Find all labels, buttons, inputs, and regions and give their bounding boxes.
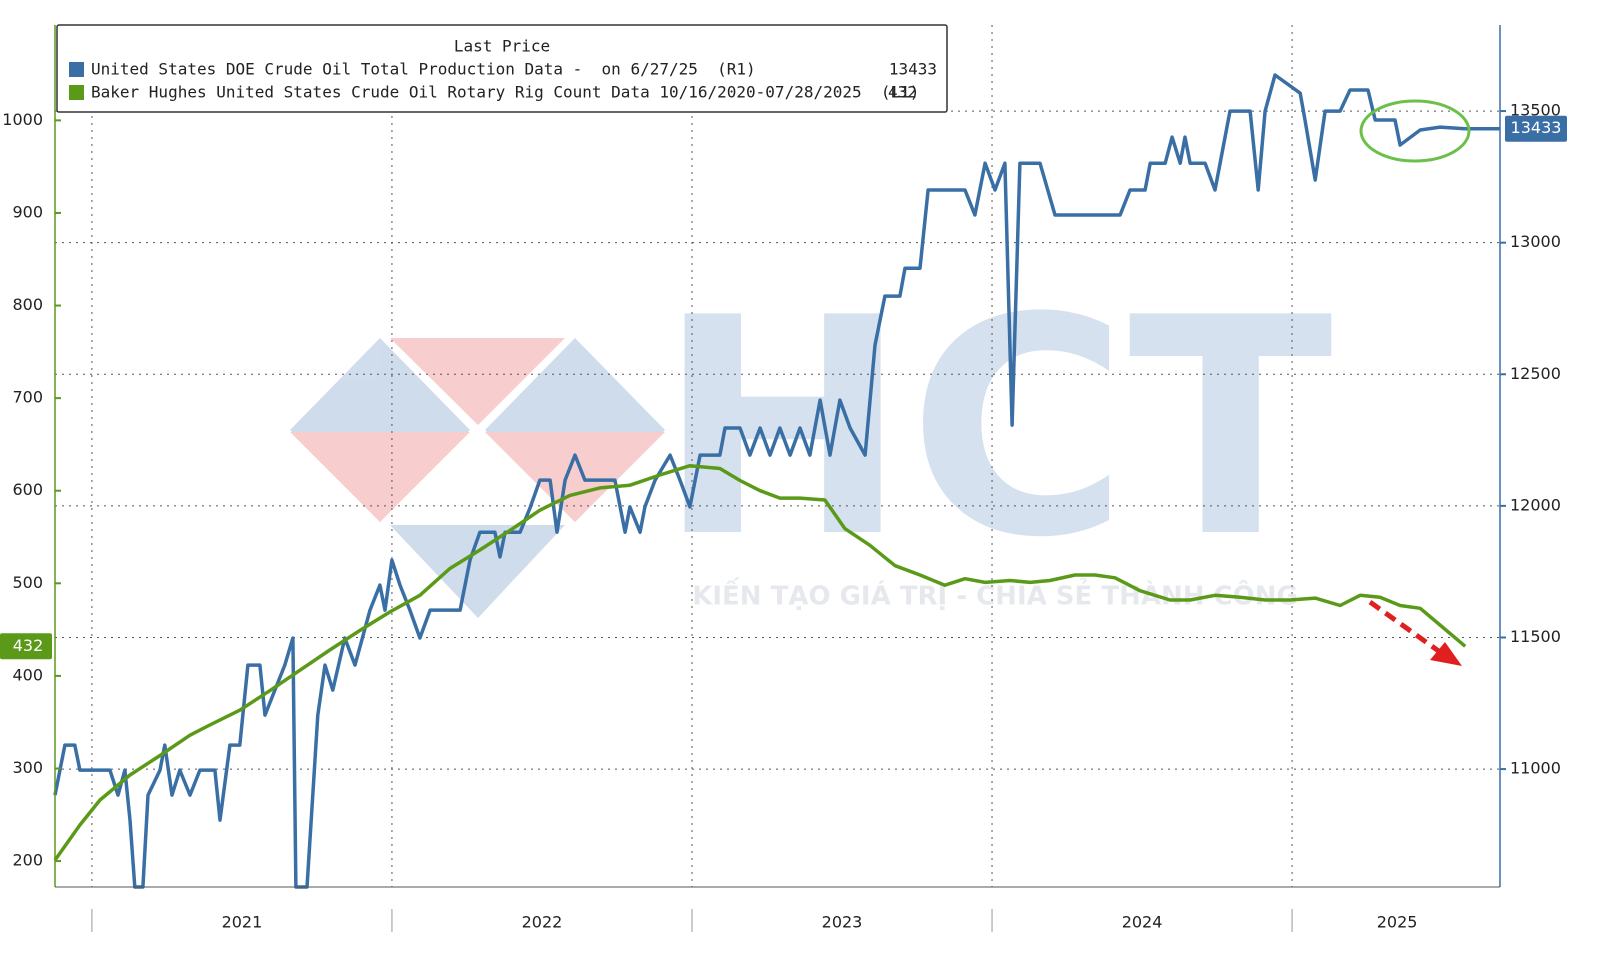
y-tick-label: 800 <box>12 295 43 314</box>
y2-tick-label: 12500 <box>1510 364 1561 383</box>
watermark-shape <box>290 432 470 522</box>
last-value-label: 432 <box>13 636 44 655</box>
trend-arrow-head <box>1430 642 1462 666</box>
last-value-tag <box>1505 115 1567 142</box>
legend-last-value: 13433 <box>889 60 937 79</box>
watermark-shape <box>390 525 565 618</box>
y2-tick-label: 11000 <box>1510 759 1561 778</box>
watermark-shape <box>390 338 565 425</box>
plot <box>53 73 1500 889</box>
series-line <box>53 73 1466 889</box>
legend: Last Price United States DOE Crude Oil T… <box>56 24 948 113</box>
legend-label: United States DOE Crude Oil Total Produc… <box>91 60 756 79</box>
last-value-tag <box>0 633 52 660</box>
x-tick-label: 2024 <box>1122 913 1163 932</box>
legend-swatch <box>69 85 84 100</box>
watermark-shape <box>485 432 665 522</box>
watermark: HCT KIẾN TẠO GIÁ TRỊ - CHIA SẺ THÀNH CÔN… <box>290 254 1335 618</box>
y-tick-label: 400 <box>12 665 43 684</box>
y2-tick-label: 11500 <box>1510 627 1561 646</box>
highlight-ellipse <box>1359 99 1471 163</box>
y-tick-label: 600 <box>12 480 43 499</box>
y-tick-label: 300 <box>12 758 43 777</box>
y-tick-label: 200 <box>12 851 43 870</box>
watermark-text: HCT <box>657 254 1334 603</box>
legend-last-value: 432 <box>888 83 917 102</box>
x-tick-label: 2023 <box>822 913 863 932</box>
y-tick-label: 1000 <box>2 110 43 129</box>
x-tick-label: 2021 <box>222 913 263 932</box>
trend-arrow <box>1368 599 1442 655</box>
y2-tick-label: 13500 <box>1510 101 1561 120</box>
legend-box <box>56 24 948 113</box>
y2-tick-label: 12000 <box>1510 495 1561 514</box>
legend-label: Baker Hughes United States Crude Oil Rot… <box>91 83 919 102</box>
series-line <box>53 463 1467 862</box>
y2-tick-label: 13000 <box>1510 232 1561 251</box>
y-tick-label: 700 <box>12 388 43 407</box>
y-tick-label: 900 <box>12 202 43 221</box>
legend-title: Last Price <box>454 37 550 56</box>
x-tick-label: 2022 <box>522 913 563 932</box>
legend-swatch <box>69 62 84 77</box>
last-value-label: 13433 <box>1511 118 1562 137</box>
x-tick-label: 2025 <box>1377 913 1418 932</box>
y-tick-label: 500 <box>12 573 43 592</box>
